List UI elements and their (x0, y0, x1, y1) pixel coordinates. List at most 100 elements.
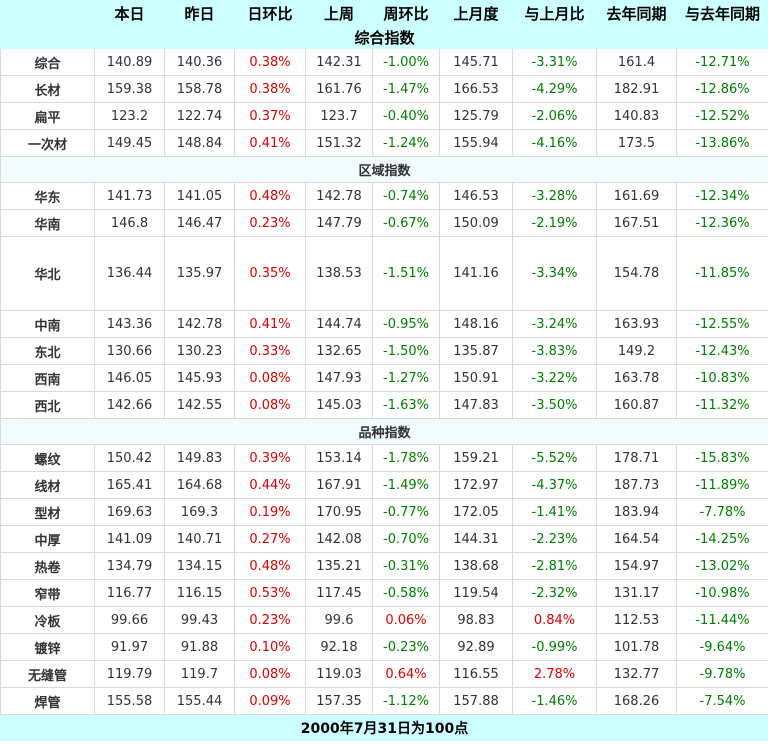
cell-last-year: 168.26 (596, 687, 677, 715)
table-row: 华东 141.73 141.05 0.48% 142.78 -0.74% 146.53 -3.… (0, 182, 768, 210)
cell-yesterday: 158.78 (164, 75, 235, 103)
cell-name: 窄带 (0, 579, 95, 607)
cell-last-week: 135.21 (305, 552, 373, 580)
cell-last-week: 153.14 (305, 444, 373, 472)
cell-last-year: 163.93 (596, 310, 677, 338)
cell-yesterday: 149.83 (164, 444, 235, 472)
cell-name: 螺纹 (0, 444, 95, 472)
cell-vs-last-year: -11.32% (676, 391, 768, 419)
cell-last-week: 138.53 (305, 236, 373, 311)
cell-last-week: 99.6 (305, 606, 373, 634)
cell-vs-last-month: -3.24% (512, 310, 597, 338)
cell-vs-last-year: -14.25% (676, 525, 768, 553)
cell-weekly-change: -0.31% (372, 552, 440, 580)
cell-vs-last-year: -12.71% (676, 48, 768, 76)
header-vs-last-year: 与去年同期 (676, 0, 768, 27)
cell-yesterday: 145.93 (164, 364, 235, 392)
header-today: 本日 (94, 0, 165, 27)
base-note: 2000年7月31日为100点 (0, 714, 768, 741)
cell-today: 155.58 (94, 687, 165, 715)
cell-vs-last-month: -3.22% (512, 364, 597, 392)
cell-daily-change: 0.44% (234, 471, 306, 499)
cell-vs-last-month: -4.16% (512, 129, 597, 157)
cell-name: 西北 (0, 391, 95, 419)
cell-today: 116.77 (94, 579, 165, 607)
cell-weekly-change: 0.06% (372, 606, 440, 634)
cell-name: 西南 (0, 364, 95, 392)
header-yesterday: 昨日 (164, 0, 235, 27)
cell-name: 扁平 (0, 102, 95, 130)
cell-name: 焊管 (0, 687, 95, 715)
cell-vs-last-year: -7.78% (676, 498, 768, 526)
table-row: 型材 169.63 169.3 0.19% 170.95 -0.77% 172.05 -1.4… (0, 498, 768, 526)
table-row: 焊管 155.58 155.44 0.09% 157.35 -1.12% 157.88 -1.… (0, 687, 768, 715)
cell-last-month: 145.71 (439, 48, 513, 76)
table-row: 扁平 123.2 122.74 0.37% 123.7 -0.40% 125.79 -2.06… (0, 102, 768, 130)
cell-last-month: 155.94 (439, 129, 513, 157)
cell-last-week: 92.18 (305, 633, 373, 661)
cell-vs-last-month: -2.06% (512, 102, 597, 130)
cell-today: 149.45 (94, 129, 165, 157)
cell-last-year: 161.69 (596, 182, 677, 210)
cell-daily-change: 0.35% (234, 236, 306, 311)
cell-name: 中厚 (0, 525, 95, 553)
header-vs-last-month: 与上月比 (512, 0, 597, 27)
cell-name: 中南 (0, 310, 95, 338)
cell-daily-change: 0.08% (234, 391, 306, 419)
cell-vs-last-month: -3.28% (512, 182, 597, 210)
cell-weekly-change: -1.27% (372, 364, 440, 392)
cell-last-month: 116.55 (439, 660, 513, 688)
cell-weekly-change: -1.78% (372, 444, 440, 472)
cell-yesterday: 116.15 (164, 579, 235, 607)
cell-daily-change: 0.23% (234, 606, 306, 634)
cell-yesterday: 140.36 (164, 48, 235, 76)
cell-yesterday: 142.55 (164, 391, 235, 419)
cell-last-month: 146.53 (439, 182, 513, 210)
cell-vs-last-month: -2.81% (512, 552, 597, 580)
cell-last-month: 135.87 (439, 337, 513, 365)
cell-last-week: 117.45 (305, 579, 373, 607)
cell-last-year: 101.78 (596, 633, 677, 661)
cell-daily-change: 0.53% (234, 579, 306, 607)
cell-today: 146.8 (94, 209, 165, 237)
header-daily-change: 日环比 (234, 0, 306, 27)
cell-daily-change: 0.19% (234, 498, 306, 526)
cell-weekly-change: -1.12% (372, 687, 440, 715)
cell-yesterday: 119.7 (164, 660, 235, 688)
cell-weekly-change: -0.40% (372, 102, 440, 130)
cell-vs-last-month: 2.78% (512, 660, 597, 688)
cell-daily-change: 0.41% (234, 129, 306, 157)
cell-name: 一次材 (0, 129, 95, 157)
cell-today: 141.09 (94, 525, 165, 553)
cell-yesterday: 164.68 (164, 471, 235, 499)
cell-vs-last-year: -12.52% (676, 102, 768, 130)
cell-name: 线材 (0, 471, 95, 499)
cell-vs-last-year: -12.36% (676, 209, 768, 237)
cell-weekly-change: -0.23% (372, 633, 440, 661)
cell-vs-last-month: -0.99% (512, 633, 597, 661)
cell-last-year: 163.78 (596, 364, 677, 392)
cell-today: 91.97 (94, 633, 165, 661)
cell-today: 146.05 (94, 364, 165, 392)
cell-last-week: 123.7 (305, 102, 373, 130)
cell-daily-change: 0.41% (234, 310, 306, 338)
cell-weekly-change: 0.64% (372, 660, 440, 688)
table-row: 综合 140.89 140.36 0.38% 142.31 -1.00% 145.71 -3.… (0, 48, 768, 76)
cell-vs-last-year: -13.02% (676, 552, 768, 580)
cell-daily-change: 0.33% (234, 337, 306, 365)
cell-yesterday: 135.97 (164, 236, 235, 311)
header-last-week: 上周 (305, 0, 373, 27)
cell-daily-change: 0.08% (234, 364, 306, 392)
table-row: 热卷 134.79 134.15 0.48% 135.21 -0.31% 138.68 -2.… (0, 552, 768, 580)
cell-last-year: 154.78 (596, 236, 677, 311)
cell-name: 华北 (0, 236, 95, 311)
cell-last-month: 144.31 (439, 525, 513, 553)
cell-vs-last-month: -2.19% (512, 209, 597, 237)
cell-last-week: 167.91 (305, 471, 373, 499)
cell-last-week: 119.03 (305, 660, 373, 688)
column-header-row: 本日 昨日 日环比 上周 周环比 上月度 与上月比 去年同期 与去年同期 (0, 0, 768, 27)
cell-yesterday: 146.47 (164, 209, 235, 237)
header-last-month: 上月度 (439, 0, 513, 27)
cell-weekly-change: -1.63% (372, 391, 440, 419)
cell-yesterday: 99.43 (164, 606, 235, 634)
